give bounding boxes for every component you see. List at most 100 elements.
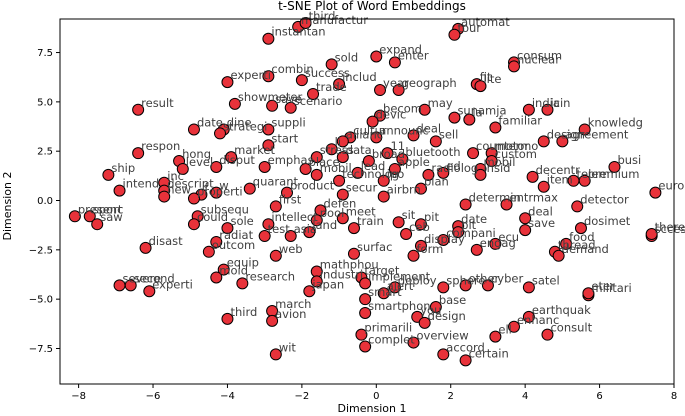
point-label: form — [417, 242, 444, 256]
point-label: strategi — [223, 119, 267, 133]
y-tick-label: −7.5 — [29, 344, 53, 355]
point-label: market — [234, 143, 275, 157]
data-point — [418, 103, 431, 116]
point-label: third — [309, 9, 336, 23]
point-label: devic — [376, 108, 407, 122]
point-label: could — [197, 210, 228, 224]
data-point — [489, 330, 502, 343]
data-point — [336, 188, 349, 201]
point-label: plan — [424, 175, 449, 189]
labels-group: manufacturthirdinstantanautomattourexpan… — [78, 9, 685, 360]
data-point — [474, 168, 487, 181]
point-label: busi — [617, 153, 641, 167]
data-point — [221, 76, 234, 89]
data-point — [370, 50, 383, 63]
data-point — [541, 103, 554, 116]
data-point — [407, 336, 420, 349]
point-label: bluetooth — [405, 145, 460, 159]
y-tick-label: 2.5 — [37, 147, 53, 158]
data-point — [236, 277, 249, 290]
data-point — [422, 168, 435, 181]
point-label: land — [312, 218, 337, 232]
point-label: broad — [372, 147, 405, 161]
data-point — [187, 192, 200, 205]
point-label: research — [245, 269, 295, 283]
data-point — [366, 115, 379, 128]
data-point — [429, 135, 442, 148]
point-label: consum — [517, 48, 562, 62]
data-point — [448, 28, 461, 41]
data-point — [310, 151, 323, 164]
point-label: technolog — [342, 167, 399, 181]
point-label: smart — [368, 285, 402, 299]
data-point — [522, 310, 535, 323]
point-label: intellect — [271, 210, 318, 224]
data-point — [541, 328, 554, 341]
point-label: meet — [346, 204, 376, 218]
data-point — [519, 224, 532, 237]
data-point — [355, 328, 368, 341]
point-label: level — [186, 155, 213, 169]
point-label: compani — [446, 226, 495, 240]
data-point — [310, 275, 323, 288]
x-tick-label: −4 — [220, 391, 235, 402]
data-point — [280, 186, 293, 199]
point-label: saw — [100, 210, 122, 224]
data-point — [102, 168, 115, 181]
point-label: geograph — [402, 76, 457, 90]
y-tick-label: 5.0 — [37, 97, 53, 108]
data-point — [262, 218, 275, 231]
point-label: dine — [227, 115, 252, 129]
data-point — [370, 131, 383, 144]
data-point — [437, 281, 450, 294]
point-label: ship — [111, 161, 135, 175]
point-label: announc — [379, 123, 429, 137]
plot-frame — [59, 18, 675, 385]
data-point — [262, 70, 275, 83]
data-point — [132, 147, 145, 160]
point-label: success — [305, 66, 350, 80]
point-label: quarant — [253, 175, 299, 189]
point-label: detector — [580, 192, 629, 206]
point-label: europ — [658, 179, 685, 193]
data-point — [418, 316, 431, 329]
data-point — [507, 320, 520, 333]
point-label: automat — [461, 15, 510, 29]
point-label: display — [424, 232, 465, 246]
data-point — [336, 151, 349, 164]
point-label: result — [141, 96, 174, 110]
point-label: ecu — [498, 230, 519, 244]
y-tick-label: −5.0 — [29, 295, 53, 306]
point-label: deal — [528, 204, 553, 218]
point-label: second — [134, 271, 175, 285]
data-point — [388, 162, 401, 175]
data-point — [299, 16, 312, 29]
point-label: save — [275, 92, 302, 106]
point-label: dosimet — [584, 214, 631, 228]
points-group — [68, 16, 662, 367]
data-point — [266, 314, 279, 327]
data-point — [414, 182, 427, 195]
point-label: food — [569, 230, 594, 244]
data-point — [262, 32, 275, 45]
point-label: start — [271, 131, 298, 145]
point-label: sit — [402, 208, 416, 222]
point-label: pit — [424, 210, 439, 224]
point-label: target — [364, 263, 399, 277]
x-tick-label: 2 — [448, 391, 454, 402]
data-point — [485, 155, 498, 168]
data-point — [307, 87, 320, 100]
point-label: asia — [294, 222, 317, 236]
point-label: date — [461, 212, 487, 226]
point-label: sell — [439, 127, 458, 141]
data-point — [489, 121, 502, 134]
data-point — [351, 166, 364, 179]
data-point — [258, 230, 271, 243]
data-point — [414, 239, 427, 252]
point-label: design — [547, 127, 585, 141]
x-tick-label: 6 — [596, 391, 602, 402]
point-label: deal — [417, 121, 442, 135]
point-label: first — [279, 192, 302, 206]
point-label: radiolog — [431, 161, 478, 175]
point-label: place — [309, 155, 340, 169]
